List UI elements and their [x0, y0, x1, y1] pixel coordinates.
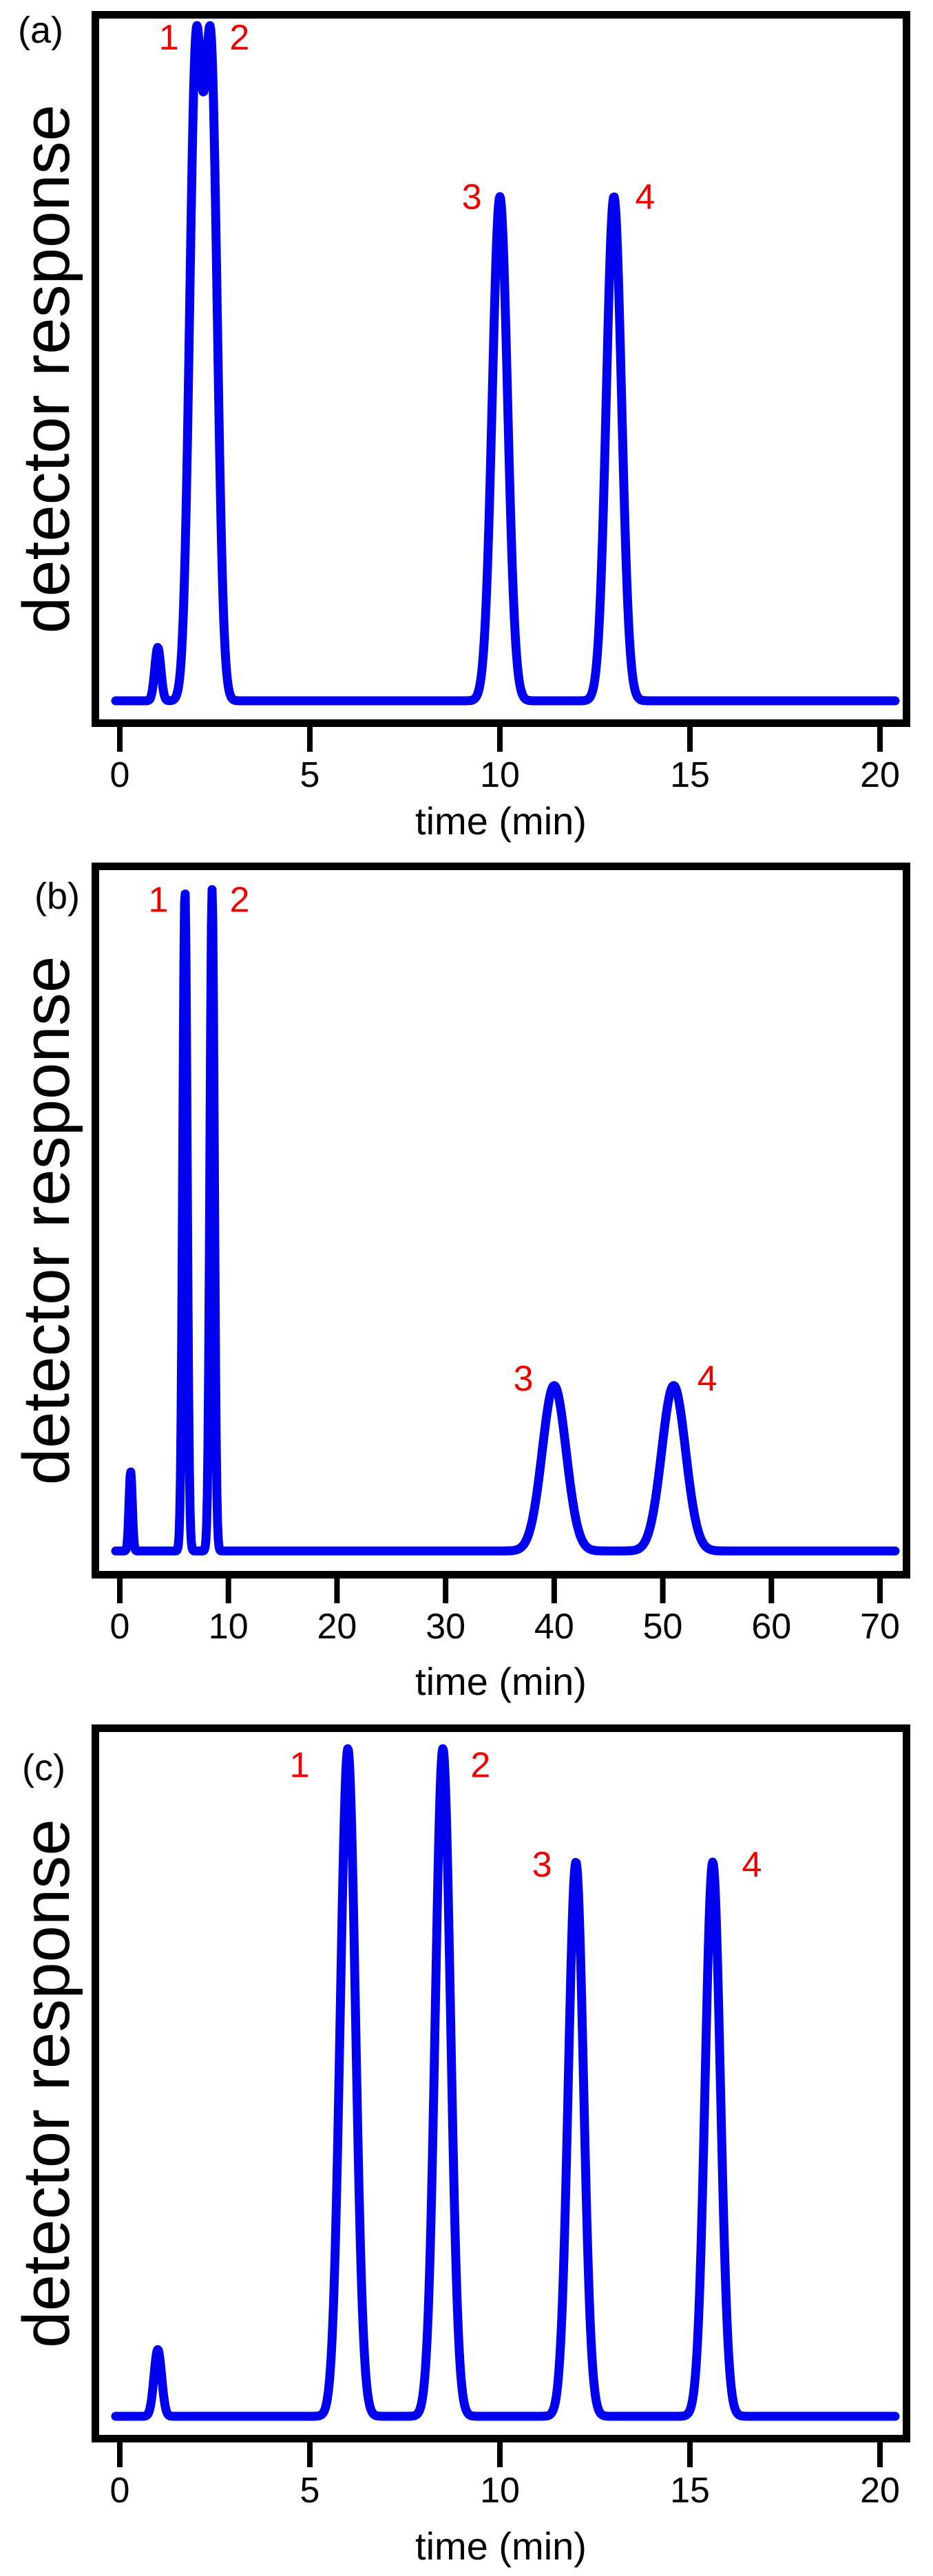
peak-label-4: 4 — [635, 178, 655, 218]
chromatogram-trace — [111, 21, 900, 706]
panel-b: 0 10 20 30 40 50 60 70 time (min) detector respon… — [10, 863, 910, 1703]
plot-frame — [92, 1724, 910, 2442]
x-tick-label: 30 — [426, 1607, 465, 1647]
peak-label-1: 1 — [159, 18, 179, 58]
x-tick-label: 5 — [300, 755, 320, 795]
peak-label-4: 4 — [742, 1845, 762, 1885]
x-tick-label: 10 — [480, 755, 520, 795]
peak-label-3: 3 — [514, 1359, 534, 1399]
x-tick-label: 0 — [110, 755, 130, 795]
y-axis-title: detector response — [10, 956, 83, 1485]
x-tick-label: 0 — [110, 1607, 130, 1647]
x-tick-label: 20 — [860, 755, 900, 795]
x-tick-label: 70 — [860, 1607, 900, 1647]
x-tick-label: 15 — [670, 2471, 710, 2511]
panel-letter: (a) — [18, 10, 63, 51]
peak-label-2: 2 — [229, 880, 249, 920]
plot-frame — [92, 11, 910, 727]
x-tick-label: 0 — [110, 2471, 130, 2511]
panel-letter: (b) — [34, 876, 80, 917]
x-tick-label: 15 — [670, 755, 710, 795]
x-tick-label: 20 — [317, 1607, 357, 1647]
peak-label-2: 2 — [229, 18, 249, 58]
x-tick-label: 40 — [534, 1607, 574, 1647]
peak-label-3: 3 — [532, 1845, 552, 1885]
y-axis-title: detector response — [10, 105, 83, 633]
x-axis-title: time (min) — [415, 1660, 587, 1703]
peak-label-3: 3 — [462, 178, 482, 218]
panel-letter: (c) — [22, 1747, 65, 1788]
y-axis-title: detector response — [10, 1819, 83, 2347]
panel-c: 0 5 10 15 20 time (min) detector response 1 2 3 4 (… — [10, 1724, 910, 2568]
x-axis-title: time (min) — [415, 2524, 587, 2568]
x-tick-label: 10 — [209, 1607, 249, 1647]
x-tick-label: 50 — [643, 1607, 683, 1647]
panel-a: 0 5 10 15 20 time (min) detector response 1 2 3 4 (… — [10, 10, 910, 843]
peak-label-2: 2 — [470, 1745, 490, 1785]
x-tick-label: 20 — [860, 2471, 900, 2511]
peak-label-1: 1 — [290, 1745, 310, 1785]
x-tick-label: 5 — [300, 2471, 320, 2511]
x-axis-title: time (min) — [415, 799, 587, 843]
chromatogram-trace — [111, 885, 900, 1556]
plot-frame — [92, 863, 910, 1579]
peak-label-1: 1 — [149, 880, 169, 920]
x-tick-label: 10 — [480, 2471, 520, 2511]
peak-label-4: 4 — [698, 1359, 717, 1399]
chromatogram-trace — [111, 1744, 900, 2421]
x-tick-label: 60 — [751, 1607, 791, 1647]
